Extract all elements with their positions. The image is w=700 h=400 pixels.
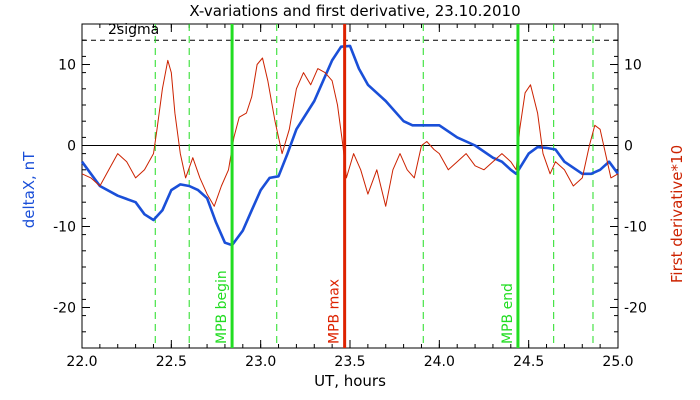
y-tick-label-right: 10 <box>624 58 642 74</box>
derivative-line <box>81 57 619 207</box>
marker-label: MPB max <box>327 279 343 344</box>
y-axis-label-left: deltaX, nT <box>20 151 38 228</box>
y-tick-label-left: 0 <box>67 139 76 155</box>
y-axis-label-right: First derivative*10 <box>668 145 686 283</box>
y-tick-label-right: -20 <box>624 301 647 317</box>
marker-label: MPB begin <box>214 270 230 344</box>
x-tick-label: 24.0 <box>424 354 455 370</box>
axis-ticks: 22.0 22.5 23.0 23.5 24.0 24.5 25.0 -20 -20 -10 -10… <box>53 23 647 370</box>
deltaX-line <box>80 44 620 247</box>
x-axis-label: UT, hours <box>314 372 386 390</box>
series-lines <box>80 44 620 247</box>
y-tick-label-right: -10 <box>624 220 647 236</box>
y-tick-label-left: -20 <box>53 301 76 317</box>
y-tick-label-left: -10 <box>53 220 76 236</box>
marker-label: MPB end <box>500 283 516 344</box>
x-tick-label: 22.0 <box>66 354 97 370</box>
plot-area <box>81 23 619 349</box>
marker-lines: MPB begin MPB max MPB end <box>214 24 520 348</box>
y-tick-label-right: 0 <box>624 139 633 155</box>
x-tick-label: 24.5 <box>513 354 544 370</box>
x-tick-label: 22.5 <box>156 354 187 370</box>
sigma-label: 2sigma <box>108 22 159 38</box>
x-tick-label: 23.5 <box>334 354 365 370</box>
x-tick-label: 23.0 <box>245 354 276 370</box>
chart-title: X-variations and first derivative, 23.10… <box>189 2 520 20</box>
reference-lines <box>82 24 618 348</box>
y-tick-label-left: 10 <box>58 58 76 74</box>
plot-frame <box>81 23 619 349</box>
x-tick-label: 25.0 <box>602 354 633 370</box>
